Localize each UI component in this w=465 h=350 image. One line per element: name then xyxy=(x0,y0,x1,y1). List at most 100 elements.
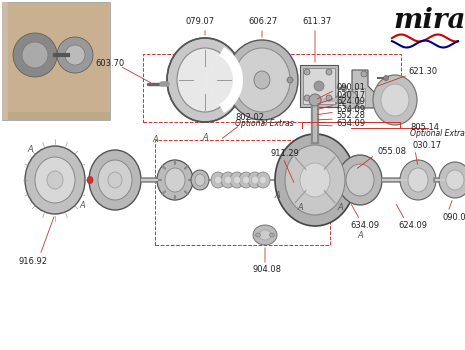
Text: A: A xyxy=(27,146,33,154)
Ellipse shape xyxy=(314,81,324,91)
Ellipse shape xyxy=(211,172,225,188)
Bar xyxy=(303,68,335,104)
Ellipse shape xyxy=(346,164,374,196)
Wedge shape xyxy=(205,56,233,104)
Ellipse shape xyxy=(341,85,347,91)
Text: A: A xyxy=(297,203,303,212)
Ellipse shape xyxy=(226,40,298,120)
Text: A: A xyxy=(79,201,85,210)
Ellipse shape xyxy=(230,172,244,188)
Text: 611.37: 611.37 xyxy=(302,18,331,27)
Ellipse shape xyxy=(275,134,355,226)
Text: A: A xyxy=(357,231,363,239)
Ellipse shape xyxy=(195,174,205,186)
Ellipse shape xyxy=(408,168,428,192)
Ellipse shape xyxy=(252,176,259,184)
Text: 802.02: 802.02 xyxy=(235,113,264,122)
Text: 904.08: 904.08 xyxy=(252,266,281,274)
Text: A: A xyxy=(337,203,343,212)
Ellipse shape xyxy=(234,48,290,112)
Bar xyxy=(2,2,110,120)
Ellipse shape xyxy=(400,160,436,200)
Text: 624.09: 624.09 xyxy=(336,98,365,106)
Ellipse shape xyxy=(259,230,271,240)
Ellipse shape xyxy=(25,146,85,214)
Ellipse shape xyxy=(326,69,332,75)
Ellipse shape xyxy=(254,71,270,89)
Text: 030.17: 030.17 xyxy=(336,91,365,99)
Ellipse shape xyxy=(253,225,277,245)
Text: A: A xyxy=(152,135,158,145)
Ellipse shape xyxy=(356,99,360,105)
Text: 079.07: 079.07 xyxy=(185,18,214,27)
Ellipse shape xyxy=(225,176,232,184)
Ellipse shape xyxy=(167,38,243,122)
Text: 030.17: 030.17 xyxy=(412,140,441,149)
Polygon shape xyxy=(352,70,376,108)
Ellipse shape xyxy=(304,95,310,101)
Text: A: A xyxy=(202,133,208,142)
Ellipse shape xyxy=(361,71,367,77)
Ellipse shape xyxy=(47,171,63,189)
Text: 552.28: 552.28 xyxy=(336,112,365,120)
Ellipse shape xyxy=(304,69,310,75)
Ellipse shape xyxy=(108,172,122,188)
Ellipse shape xyxy=(157,160,193,200)
Ellipse shape xyxy=(285,145,345,215)
Ellipse shape xyxy=(326,95,332,101)
Ellipse shape xyxy=(342,91,358,109)
Ellipse shape xyxy=(309,94,321,106)
Text: Optional Extras: Optional Extras xyxy=(410,130,465,139)
Ellipse shape xyxy=(287,77,293,83)
Ellipse shape xyxy=(256,172,270,188)
Bar xyxy=(2,2,8,120)
Text: 911.29: 911.29 xyxy=(270,149,299,159)
Ellipse shape xyxy=(177,48,233,112)
Ellipse shape xyxy=(243,176,250,184)
Ellipse shape xyxy=(98,160,132,200)
Text: 603.70: 603.70 xyxy=(95,58,124,68)
Ellipse shape xyxy=(214,176,221,184)
Ellipse shape xyxy=(270,233,274,237)
Ellipse shape xyxy=(446,170,464,190)
Ellipse shape xyxy=(221,172,235,188)
Ellipse shape xyxy=(373,75,417,125)
Ellipse shape xyxy=(381,84,409,116)
Text: 634.09: 634.09 xyxy=(336,119,365,127)
Bar xyxy=(355,88,365,106)
Ellipse shape xyxy=(300,163,330,197)
Text: 634.09: 634.09 xyxy=(336,105,365,113)
Ellipse shape xyxy=(255,233,260,237)
Ellipse shape xyxy=(338,155,382,205)
Ellipse shape xyxy=(191,170,209,190)
Ellipse shape xyxy=(89,150,141,210)
Ellipse shape xyxy=(22,42,48,68)
Bar xyxy=(300,65,338,107)
Bar xyxy=(2,112,110,120)
Text: 916.92: 916.92 xyxy=(18,257,47,266)
Text: 621.30: 621.30 xyxy=(408,68,437,77)
Text: 090.01: 090.01 xyxy=(442,212,465,222)
Text: A: A xyxy=(274,190,280,199)
Text: 090.01: 090.01 xyxy=(336,83,365,91)
Wedge shape xyxy=(205,47,243,113)
Text: 634.09: 634.09 xyxy=(350,222,379,231)
Ellipse shape xyxy=(13,33,57,77)
Text: 055.08: 055.08 xyxy=(377,147,406,156)
Ellipse shape xyxy=(233,176,240,184)
Text: mira: mira xyxy=(394,7,465,34)
Text: 805.14: 805.14 xyxy=(410,124,439,133)
Ellipse shape xyxy=(65,45,85,65)
Text: 606.27: 606.27 xyxy=(248,18,277,27)
Ellipse shape xyxy=(259,176,266,184)
Ellipse shape xyxy=(35,157,75,203)
Ellipse shape xyxy=(248,172,262,188)
Ellipse shape xyxy=(439,162,465,198)
Ellipse shape xyxy=(165,168,185,192)
Ellipse shape xyxy=(239,172,253,188)
Ellipse shape xyxy=(87,176,93,183)
Text: 624.09: 624.09 xyxy=(398,222,427,231)
Ellipse shape xyxy=(57,37,93,73)
Text: Optional Extras: Optional Extras xyxy=(235,119,294,128)
Ellipse shape xyxy=(384,76,388,80)
